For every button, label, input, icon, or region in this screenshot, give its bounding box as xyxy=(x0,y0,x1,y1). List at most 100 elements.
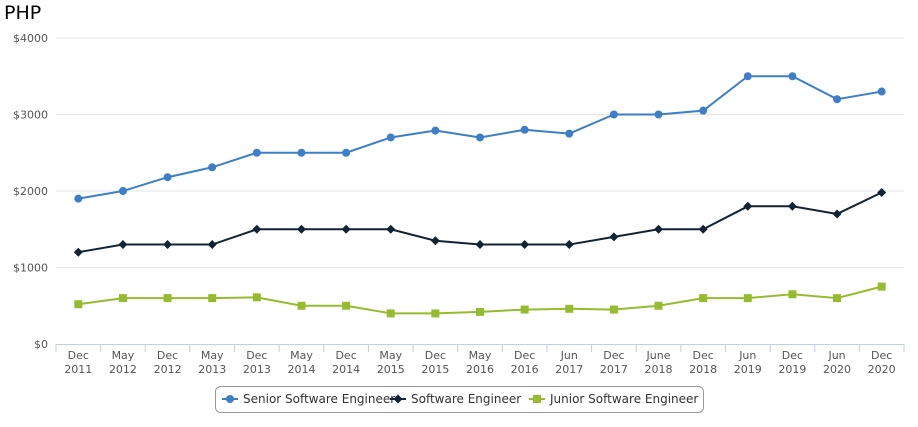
data-point xyxy=(520,305,529,314)
legend-label: Junior Software Engineer xyxy=(549,392,698,406)
legend-box xyxy=(215,386,704,413)
x-tick-label: Dec 2014 xyxy=(332,349,360,376)
series-junior-software-engineer xyxy=(74,282,886,318)
data-point xyxy=(431,309,440,318)
x-tick-label: Dec 2020 xyxy=(868,349,896,376)
legend-item[interactable]: Senior Software Engineer xyxy=(222,392,395,406)
y-tick-label: $4000 xyxy=(13,32,48,45)
data-point xyxy=(341,224,351,234)
legend-marker xyxy=(533,395,541,403)
series-layer xyxy=(73,72,887,318)
data-point xyxy=(163,240,173,250)
data-point xyxy=(430,236,440,246)
x-tick-label: May 2016 xyxy=(466,349,494,376)
data-point xyxy=(208,163,217,172)
data-point xyxy=(118,187,127,195)
x-tick-label: May 2014 xyxy=(287,349,315,376)
x-tick-label: Dec 2016 xyxy=(511,349,539,376)
data-point xyxy=(609,305,618,314)
x-tick-label: Dec 2017 xyxy=(600,349,628,376)
data-point xyxy=(476,133,484,142)
data-point xyxy=(252,148,261,157)
data-point xyxy=(788,290,797,299)
data-point xyxy=(118,294,127,303)
data-point xyxy=(699,294,708,303)
data-point xyxy=(163,173,172,182)
x-tick-label: May 2015 xyxy=(377,349,405,376)
x-tick-label: June 2018 xyxy=(645,349,673,376)
y-tick-label: $2000 xyxy=(13,185,48,198)
data-point xyxy=(476,307,484,316)
data-point xyxy=(564,240,574,250)
x-axis: Dec 2011 May 2012 Dec 2012 May 2013 Dec 2013 May 20… xyxy=(55,344,905,376)
y-tick-label: $1000 xyxy=(13,262,48,275)
data-point xyxy=(788,72,797,81)
x-tick-label: Dec 2018 xyxy=(689,349,717,376)
data-point xyxy=(386,133,395,142)
y-tick-label: $0 xyxy=(34,338,48,351)
x-tick-label: Jun 2020 xyxy=(823,349,851,376)
legend-marker xyxy=(226,395,234,403)
data-point xyxy=(207,240,217,250)
legend-item[interactable]: Software Engineer xyxy=(390,392,521,406)
data-point xyxy=(654,301,663,310)
data-point xyxy=(877,282,886,291)
data-point xyxy=(833,95,842,104)
data-point xyxy=(386,309,395,318)
data-point xyxy=(833,294,842,303)
data-point xyxy=(296,224,306,234)
y-axis-ticks: $0 $1000 $2000 $3000 $4000 xyxy=(13,32,48,351)
x-tick-label: Jun 2019 xyxy=(734,349,762,376)
data-point xyxy=(565,129,574,138)
series-software-engineer xyxy=(73,188,887,257)
data-point xyxy=(654,110,663,119)
data-point xyxy=(520,125,529,134)
x-tick-label: Dec 2012 xyxy=(154,349,182,376)
y-tick-label: $3000 xyxy=(13,109,48,122)
data-point xyxy=(520,240,530,250)
data-point xyxy=(832,209,842,219)
grid-lines xyxy=(56,37,904,268)
data-point xyxy=(74,194,83,203)
x-tick-label: Dec 2013 xyxy=(243,349,271,376)
data-point xyxy=(342,148,351,157)
data-point xyxy=(252,224,262,234)
data-point xyxy=(877,87,886,96)
legend-label: Senior Software Engineer xyxy=(243,392,395,406)
x-tick-label: May 2013 xyxy=(198,349,226,376)
data-point xyxy=(565,304,574,313)
data-point xyxy=(654,224,664,234)
data-point xyxy=(743,294,752,303)
x-tick-label: Jun 2017 xyxy=(555,349,583,376)
data-point xyxy=(252,293,261,302)
data-point xyxy=(743,201,753,211)
legend-marker xyxy=(393,394,403,404)
x-tick-label: Dec 2011 xyxy=(64,349,92,376)
data-point xyxy=(208,294,217,303)
data-point xyxy=(609,110,618,119)
data-point xyxy=(74,300,83,309)
chart-title: PHP xyxy=(4,2,42,24)
data-point xyxy=(609,232,619,242)
data-point xyxy=(431,126,440,135)
data-point xyxy=(699,106,708,115)
legend: Senior Software Engineer Software Enginee… xyxy=(215,386,704,413)
data-point xyxy=(698,224,708,234)
legend-label: Software Engineer xyxy=(411,392,521,406)
data-point xyxy=(877,188,887,198)
data-point xyxy=(743,72,752,81)
x-tick-label: May 2012 xyxy=(109,349,137,376)
data-point xyxy=(163,294,172,303)
data-point xyxy=(475,240,485,250)
data-point xyxy=(297,148,306,157)
data-point xyxy=(297,301,306,310)
data-point xyxy=(386,224,396,234)
data-point xyxy=(73,247,83,257)
x-tick-label: Dec 2019 xyxy=(778,349,806,376)
x-tick-label: Dec 2015 xyxy=(421,349,449,376)
series-senior-software-engineer xyxy=(74,72,886,203)
data-point xyxy=(342,301,351,310)
data-point xyxy=(118,240,128,250)
legend-item[interactable]: Junior Software Engineer xyxy=(529,392,698,406)
